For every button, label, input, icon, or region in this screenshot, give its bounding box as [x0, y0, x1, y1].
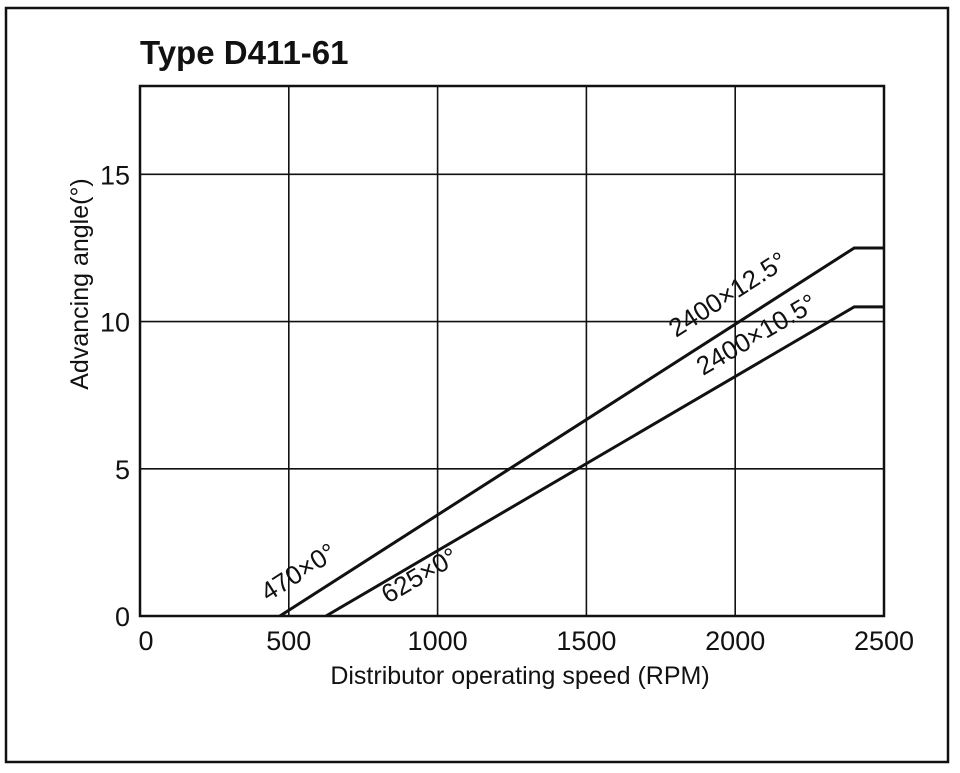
y-tick-label: 5 [115, 455, 130, 485]
y-axis-label: Advancing angle(°) [66, 178, 94, 390]
series-line-2 [325, 305, 884, 618]
x-tick-label: 1500 [556, 626, 616, 656]
x-tick-label: 2500 [854, 626, 914, 656]
outer-frame [4, 6, 950, 764]
plot-border [138, 84, 886, 618]
x-axis-label: Distributor operating speed (RPM) [330, 662, 709, 690]
y-tick-label: 15 [100, 160, 130, 190]
y-tick-label: 0 [115, 602, 130, 632]
x-tick-label: 0 [138, 626, 153, 656]
x-tick-label: 500 [266, 626, 311, 656]
x-tick-label: 1000 [408, 626, 468, 656]
y-tick-label: 10 [100, 308, 130, 338]
x-tick-label: 2000 [705, 626, 765, 656]
chart-title: Type D411-61 [140, 34, 349, 71]
series-line-1 [279, 246, 884, 618]
